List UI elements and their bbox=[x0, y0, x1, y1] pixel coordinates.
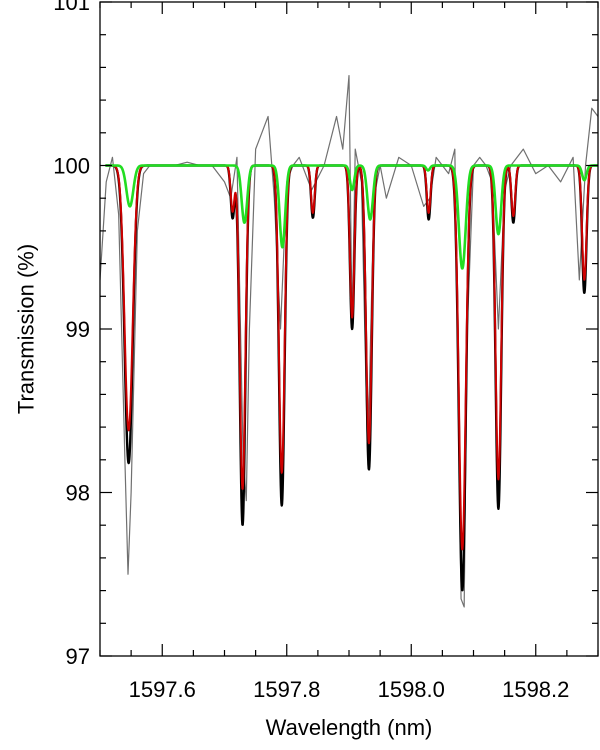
x-tick-label: 1598.2 bbox=[502, 677, 569, 702]
y-tick-label: 97 bbox=[66, 644, 90, 669]
series-layer bbox=[100, 74, 598, 608]
series-model-green-line bbox=[104, 164, 598, 270]
labels-layer: Wavelength (nm) Transmission (%) 1597.6 1… bbox=[14, 0, 570, 740]
x-axis-title: Wavelength (nm) bbox=[266, 715, 433, 740]
y-axis-title: Transmission (%) bbox=[14, 244, 39, 414]
x-tick-label: 1597.6 bbox=[129, 677, 196, 702]
series-observed-line bbox=[100, 74, 598, 608]
y-tick-label: 99 bbox=[66, 317, 90, 342]
y-tick-label: 100 bbox=[53, 154, 90, 179]
x-tick-label: 1597.8 bbox=[253, 677, 320, 702]
series-model-red-line bbox=[105, 164, 598, 551]
y-tick-label: 101 bbox=[53, 0, 90, 15]
axes-layer bbox=[99, 1, 599, 657]
x-tick-label: 1598.0 bbox=[378, 677, 445, 702]
series-model-black-line bbox=[105, 164, 598, 592]
y-tick-label: 98 bbox=[66, 481, 90, 506]
